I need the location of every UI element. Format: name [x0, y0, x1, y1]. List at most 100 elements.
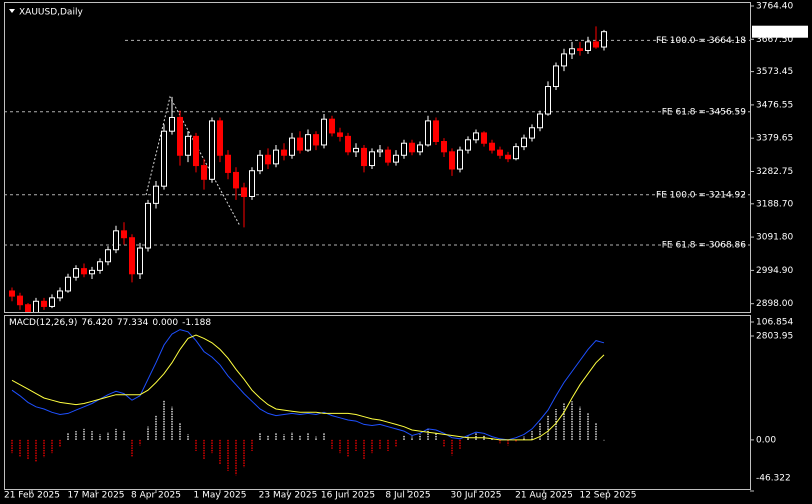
- macd-value: -1.188: [182, 318, 211, 328]
- candle-body: [505, 154, 511, 160]
- candle-body: [185, 135, 191, 156]
- candle-body: [377, 149, 383, 153]
- candle-body: [113, 230, 119, 251]
- x-tick-label: 17 Mar 2025: [67, 491, 124, 501]
- y-tick-label: 2898.00: [756, 299, 793, 309]
- candle-body: [265, 154, 271, 165]
- x-tick-label: 21 Aug 2025: [515, 491, 573, 501]
- candle-body: [201, 165, 207, 180]
- candle-body: [241, 187, 247, 197]
- candle-body: [545, 86, 551, 115]
- candle-body: [33, 300, 39, 312]
- x-tick-label: 12 Sep 2025: [579, 491, 636, 501]
- x-tick-label: 23 May 2025: [259, 491, 318, 501]
- main-plot: [4, 26, 750, 312]
- candle-body: [473, 132, 479, 141]
- candle-body: [329, 118, 335, 134]
- candle-body: [401, 142, 407, 156]
- x-tick-label: 21 Feb 2025: [4, 491, 60, 501]
- candle-body: [441, 141, 447, 153]
- candle-body: [65, 276, 71, 292]
- candle-body: [209, 120, 215, 180]
- candle-body: [121, 230, 127, 239]
- candle-body: [17, 295, 23, 306]
- candle-body: [161, 130, 167, 187]
- candle-body: [145, 202, 151, 249]
- candle-body: [497, 149, 503, 156]
- macd-header: MACD(12,26,9) 76.420 77.334 0.000 -1.188: [9, 318, 211, 328]
- candle-body: [153, 185, 159, 204]
- candle-body: [585, 41, 591, 51]
- candle-body: [97, 261, 103, 271]
- y-tick-label: -46.322: [756, 474, 791, 484]
- y-tick-label: 3764.40: [756, 2, 793, 12]
- candle-body: [321, 118, 327, 146]
- y-tick-label: 3282.75: [756, 167, 793, 177]
- candle-body: [489, 142, 495, 151]
- y-tick-label: 3188.70: [756, 199, 793, 209]
- x-tick-label: 8 Apr 2025: [131, 491, 181, 501]
- y-tick-label: 2994.90: [756, 266, 793, 276]
- candle-body: [193, 135, 199, 167]
- candle-body: [129, 237, 135, 275]
- y-tick-label: 3379.65: [756, 134, 793, 144]
- y-tick-label: 2803.95: [756, 332, 793, 342]
- candle-body: [369, 151, 375, 167]
- zigzag: [145, 95, 241, 227]
- macd-line: [11, 334, 605, 441]
- candle-body: [593, 41, 599, 48]
- y-tick-label: 3573.45: [756, 67, 793, 77]
- candle-body: [249, 170, 255, 197]
- main-panel: [4, 2, 751, 313]
- macd-panel: [4, 315, 751, 490]
- candle-body: [433, 120, 439, 143]
- macd-value: 77.334: [117, 318, 149, 328]
- candle-body: [233, 171, 239, 189]
- candle-body: [361, 147, 367, 167]
- candle-body: [553, 65, 559, 88]
- candle-body: [481, 132, 487, 144]
- candle-body: [465, 139, 471, 151]
- candle-body: [305, 134, 311, 151]
- x-tick-label: 30 Jul 2025: [451, 491, 502, 501]
- candle-body: [81, 268, 87, 275]
- candle-body: [297, 137, 303, 151]
- title-arrow: [9, 9, 15, 13]
- candle-body: [449, 151, 455, 170]
- y-tick-label: 0.00: [756, 435, 776, 445]
- candle-body: [289, 137, 295, 156]
- macd-value: 76.420: [81, 318, 113, 328]
- level-label: FE 61.8 = 3456.59: [662, 107, 747, 117]
- candle-body: [89, 269, 95, 275]
- candle-body: [521, 137, 527, 148]
- x-tick-label: 1 May 2025: [194, 491, 247, 501]
- candle-body: [273, 149, 279, 165]
- level-label: FE 100.0 = 3214.92: [656, 190, 746, 200]
- candle-body: [169, 116, 175, 132]
- x-tick-label: 16 Jun 2025: [321, 491, 375, 501]
- level-label: FE 61.8 = 3068.86: [662, 240, 747, 250]
- candle-body: [409, 142, 415, 153]
- candle-body: [513, 146, 519, 160]
- candle-body: [73, 268, 79, 278]
- candle-body: [137, 247, 143, 275]
- candle-body: [9, 290, 15, 297]
- macd-title: MACD(12,26,9): [9, 318, 77, 328]
- price-label: 3689.59: [756, 27, 793, 37]
- candle-body: [41, 300, 47, 307]
- candle-body: [345, 135, 351, 153]
- y-tick-label: 3476.55: [756, 100, 793, 110]
- x-tick-label: 8 Jul 2025: [385, 491, 430, 501]
- candle-body: [385, 149, 391, 163]
- candle-body: [393, 154, 399, 163]
- candle-body: [425, 120, 431, 146]
- price-box: [752, 25, 808, 38]
- candle-body: [417, 144, 423, 153]
- candle-body: [313, 134, 319, 146]
- chart-title: XAUUSD,Daily: [19, 8, 83, 18]
- candle-body: [529, 127, 535, 139]
- candle-body: [601, 31, 607, 48]
